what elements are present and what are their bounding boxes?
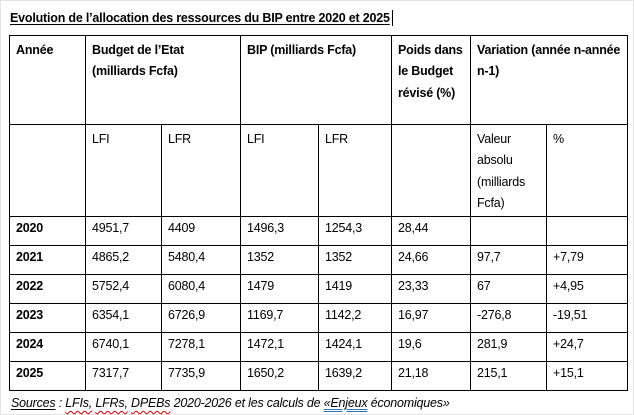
source-lfis: LFIs,	[65, 396, 93, 410]
cell-variation-pct: +24,7	[545, 332, 629, 362]
cell-budget-lfi: 6354,1	[85, 303, 162, 333]
cell-poids: 16,97	[391, 303, 471, 333]
cell-budget-lfr: 6080,4	[161, 274, 241, 304]
header-budget-etat: Budget de l’Etat (milliards Fcfa)	[85, 35, 241, 125]
cell-valeur-absolu	[470, 216, 547, 246]
cell-variation-pct: +15,1	[545, 361, 629, 391]
allocation-table: Année Budget de l’Etat (milliards Fcfa) …	[9, 35, 629, 391]
cell-valeur-absolu: -276,8	[470, 303, 547, 333]
cell-budget-lfr: 5480,4	[161, 245, 241, 275]
table-row-2025: 2025 7317,7 7735,9 1650,2 1639,2 21,18 2…	[9, 361, 629, 391]
subheader-empty-poids	[391, 124, 471, 217]
sources-label: Sources	[11, 396, 56, 410]
cell-bip-lfr: 1352	[318, 245, 392, 275]
cell-bip-lfi: 1479	[240, 274, 319, 304]
subheader-budget-lfr: LFR	[161, 124, 241, 217]
cell-poids: 28,44	[391, 216, 471, 246]
subheader-budget-lfi: LFI	[85, 124, 162, 217]
cell-bip-lfr: 1639,2	[318, 361, 392, 391]
subheader-empty-annee	[9, 124, 86, 217]
source-lfrs: LFRs,	[95, 396, 128, 410]
cell-variation-pct: +4,95	[545, 274, 629, 304]
cell-bip-lfi: 1169,7	[240, 303, 319, 333]
cell-budget-lfr: 6726,9	[161, 303, 241, 333]
header-bip: BIP (milliards Fcfa)	[240, 35, 392, 125]
sources-separator: :	[55, 396, 66, 410]
cell-year: 2022	[9, 274, 86, 304]
cell-bip-lfr: 1419	[318, 274, 392, 304]
table-row-2021: 2021 4865,2 5480,4 1352 1352 24,66 97,7 …	[9, 245, 629, 275]
subheader-bip-lfr: LFR	[318, 124, 392, 217]
table-row-2023: 2023 6354,1 6726,9 1169,7 1142,2 16,97 -…	[9, 303, 629, 333]
header-annee: Année	[9, 35, 86, 125]
cell-year: 2025	[9, 361, 86, 391]
cell-budget-lfr: 7278,1	[161, 332, 241, 362]
subheader-bip-lfi: LFI	[240, 124, 319, 217]
cell-budget-lfi: 5752,4	[85, 274, 162, 304]
text-cursor	[391, 10, 394, 26]
cell-bip-lfr: 1142,2	[318, 303, 392, 333]
cell-bip-lfi: 1472,1	[240, 332, 319, 362]
table-row-2022: 2022 5752,4 6080,4 1479 1419 23,33 67 +4…	[9, 274, 629, 304]
cell-year: 2024	[9, 332, 86, 362]
cell-valeur-absolu: 97,7	[470, 245, 547, 275]
cell-year: 2020	[9, 216, 86, 246]
cell-budget-lfi: 4865,2	[85, 245, 162, 275]
cell-variation-pct	[545, 216, 629, 246]
source-enjeux: «Enjeux	[323, 396, 368, 410]
sources-middle-text: 2020-2026 et les calculs de	[170, 396, 324, 410]
cell-variation-pct: -19,51	[545, 303, 629, 333]
cell-poids: 19,6	[391, 332, 471, 362]
header-row-2: LFI LFR LFI LFR Valeur absolu (milliards…	[9, 124, 629, 217]
cell-bip-lfi: 1496,3	[240, 216, 319, 246]
title-row: Evolution de l’allocation des ressources…	[10, 9, 627, 27]
cell-budget-lfi: 6740,1	[85, 332, 162, 362]
subheader-percent: %	[545, 124, 629, 217]
cell-valeur-absolu: 215,1	[470, 361, 547, 391]
header-poids: Poids dans le Budget révisé (%)	[391, 35, 471, 125]
cell-year: 2021	[9, 245, 86, 275]
source-dpebs: DPEBs	[131, 396, 171, 410]
cell-poids: 21,18	[391, 361, 471, 391]
sources-note: Sources : LFIs, LFRs, DPEBs 2020-2026 et…	[11, 396, 627, 410]
cell-budget-lfi: 4951,7	[85, 216, 162, 246]
sources-tail-text: économiques»	[367, 396, 450, 410]
cell-poids: 24,66	[391, 245, 471, 275]
header-variation: Variation (année n-année n-1)	[469, 35, 629, 125]
document-title: Evolution de l’allocation des ressources…	[10, 11, 390, 25]
cell-variation-pct: +7,79	[545, 245, 629, 275]
cell-bip-lfi: 1650,2	[240, 361, 319, 391]
cell-year: 2023	[9, 303, 86, 333]
cell-poids: 23,33	[391, 274, 471, 304]
cell-budget-lfi: 7317,7	[85, 361, 162, 391]
cell-bip-lfi: 1352	[240, 245, 319, 275]
table-row-2024: 2024 6740,1 7278,1 1472,1 1424,1 19,6 28…	[9, 332, 629, 362]
cell-valeur-absolu: 281,9	[470, 332, 547, 362]
subheader-valeur-absolu: Valeur absolu (milliards Fcfa)	[470, 124, 547, 217]
cell-valeur-absolu: 67	[470, 274, 547, 304]
cell-budget-lfr: 4409	[161, 216, 241, 246]
table-row-2020: 2020 4951,7 4409 1496,3 1254,3 28,44	[9, 216, 629, 246]
header-row-1: Année Budget de l’Etat (milliards Fcfa) …	[9, 35, 629, 125]
cell-bip-lfr: 1424,1	[318, 332, 392, 362]
cell-bip-lfr: 1254,3	[318, 216, 392, 246]
cell-budget-lfr: 7735,9	[161, 361, 241, 391]
